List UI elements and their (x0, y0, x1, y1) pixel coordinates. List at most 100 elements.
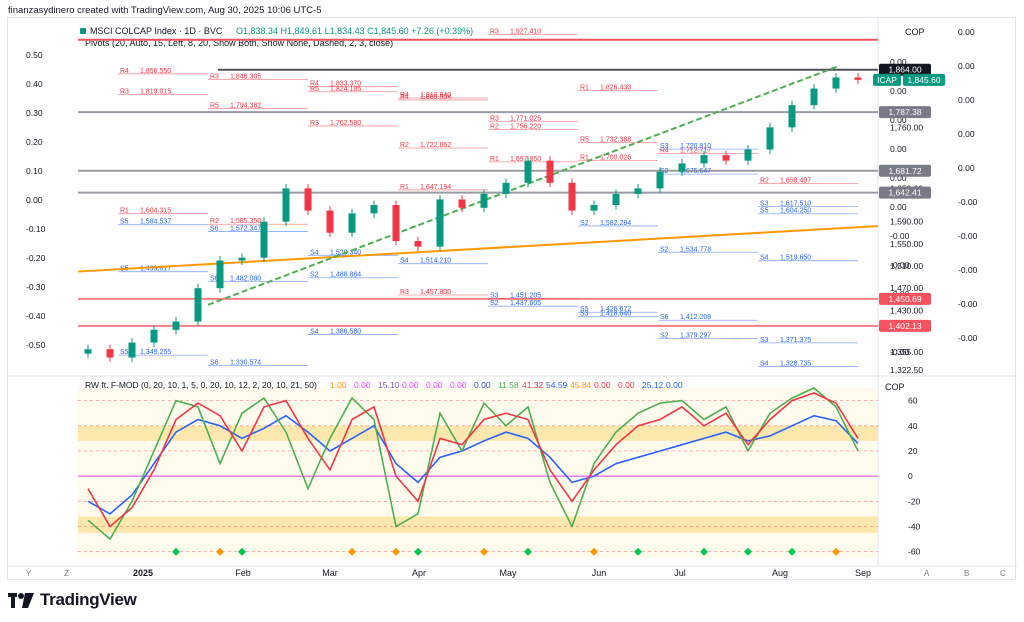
pivot-label: S2 (660, 333, 669, 340)
pivot-label: S4 (310, 249, 319, 256)
pivot-value: 1,426.672 (600, 306, 631, 313)
indicator-value: 0.00 (666, 380, 683, 390)
pivot-value: 1,658.497 (780, 178, 811, 185)
time-axis-label: Jun (592, 568, 607, 578)
price-tag (903, 73, 945, 86)
left-axis-tick: -0.40 (26, 311, 46, 321)
pivot-label: S4 (400, 258, 409, 265)
pivot-value: 1,534.778 (680, 246, 711, 253)
pivot-label: S4 (760, 255, 769, 262)
candle (194, 288, 202, 322)
pivot-value: 1,488.884 (330, 272, 361, 279)
candle (744, 149, 752, 161)
price-tag (879, 319, 931, 332)
pivot-label: R4 (120, 68, 129, 75)
indicator-value: 45.84 (570, 380, 592, 390)
pivot-label: S5 (120, 219, 129, 226)
pivot-label: R3 (210, 74, 219, 81)
mid-axis-tick: 0.00 (890, 173, 907, 183)
indicator-value: 0.00 (402, 380, 419, 390)
signal-diamond (414, 547, 422, 556)
left-axis-tick: 0.30 (26, 108, 43, 118)
right-axis-tick: 0.00 (958, 163, 975, 173)
pivot-value: 1,812.940 (420, 92, 451, 99)
pivot-value: 1,927.410 (510, 29, 541, 36)
pivot-label: R1 (580, 155, 589, 162)
time-axis-label: 2025 (133, 568, 153, 578)
pivot-value: 1,647.194 (420, 184, 451, 191)
right-axis-tick: -0.00 (958, 333, 978, 343)
time-axis-control: A (924, 569, 930, 578)
oscillator-band (78, 425, 878, 441)
pivot-value: 1,604.250 (780, 208, 811, 215)
time-axis: 2025 Feb Mar Apr May Jun Jul Aug Sep Y Z A B C (26, 568, 1006, 578)
pivot-value: 1,572.347 (230, 225, 261, 232)
indicator-value: 0.00 (354, 380, 371, 390)
left-axis-tick: 0.40 (26, 79, 43, 89)
tradingview-logo-text: TradingView (40, 590, 137, 609)
chart-canvas[interactable]: MSCI COLCAP Index · 1D · BVC O1,838.34 H1… (8, 18, 1017, 581)
pivot-value: 1,418.640 (600, 311, 631, 318)
mid-axis-tick: 0.00 (890, 86, 907, 96)
candle (172, 321, 180, 330)
candle (128, 342, 136, 358)
candle (304, 188, 312, 211)
left-axis-tick: 0.50 (26, 50, 43, 60)
candle (370, 205, 378, 214)
candle (678, 163, 686, 172)
candle (832, 77, 840, 89)
pivot-label: R1 (490, 156, 499, 163)
legend-ohlc: O1,838.34 H1,849.61 L1,834.43 C1,845.60 … (236, 26, 473, 36)
pivot-value: 1,771.025 (510, 115, 541, 122)
support-trendline (77, 225, 879, 273)
candle (546, 160, 554, 183)
indicator-value: 0.00 (426, 380, 443, 390)
price-tag-text: 1,450.69 (888, 294, 921, 304)
pivot-label: R2 (210, 218, 219, 225)
pivot-label: R3 (310, 120, 319, 127)
candle (766, 127, 774, 150)
currency-label: COP (905, 27, 925, 37)
legend-symbol: MSCI COLCAP Index · 1D · BVC (90, 26, 223, 36)
signal-diamond (216, 547, 224, 556)
pivot-value: 1,826.430 (600, 85, 631, 92)
pivot-label: S4 (310, 328, 319, 335)
candle (150, 329, 158, 343)
price-axis-tick: 1,355.00 (890, 347, 923, 357)
indicator-value: 0.00 (474, 380, 491, 390)
pivot-label: R3 (490, 29, 499, 36)
left-axis-tick: 0.20 (26, 137, 43, 147)
candle (84, 349, 92, 354)
pivot-value: 1,846.305 (230, 74, 261, 81)
oscillator-axis-tick: 40 (908, 421, 918, 431)
price-tag-text: ICAP (877, 75, 897, 85)
pivot-value: 1,499.817 (140, 266, 171, 273)
pivot-value: 1,371.375 (780, 337, 811, 344)
pivot-label: S3 (580, 311, 589, 318)
pivot-label: R2 (400, 142, 409, 149)
pivot-label: S6 (660, 314, 669, 321)
pivot-value: 1,482.080 (230, 275, 261, 282)
pivot-value: 1,328.735 (780, 361, 811, 368)
time-axis-control: Y (26, 569, 32, 578)
pivot-value: 1,519.650 (780, 255, 811, 262)
oscillator-axis-tick: 60 (908, 396, 918, 406)
indicator-value: 41.32 (522, 380, 544, 390)
pivot-value: 1,819.015 (140, 89, 171, 96)
pivot-label: S2 (580, 220, 589, 227)
pivot-value: 1,700.026 (600, 155, 631, 162)
pivot-label: S5 (580, 306, 589, 313)
pivot-value: 1,756.220 (510, 123, 541, 130)
pivot-value: 1,833.370 (330, 81, 361, 88)
signal-diamond (392, 547, 400, 556)
candle (326, 210, 334, 233)
mid-axis-tick: -0.00 (890, 347, 910, 357)
pivot-label: S5 (120, 349, 129, 356)
pivot-value: 1,330.574 (230, 360, 261, 367)
pivot-label: R5 (580, 137, 589, 144)
pivot-label: R3 (400, 289, 409, 296)
indicator-value: 25.12 (642, 380, 664, 390)
oscillator-line-red (87, 392, 859, 528)
right-axis-tick: 0.00 (958, 129, 975, 139)
oscillator-line-blue (87, 414, 859, 515)
